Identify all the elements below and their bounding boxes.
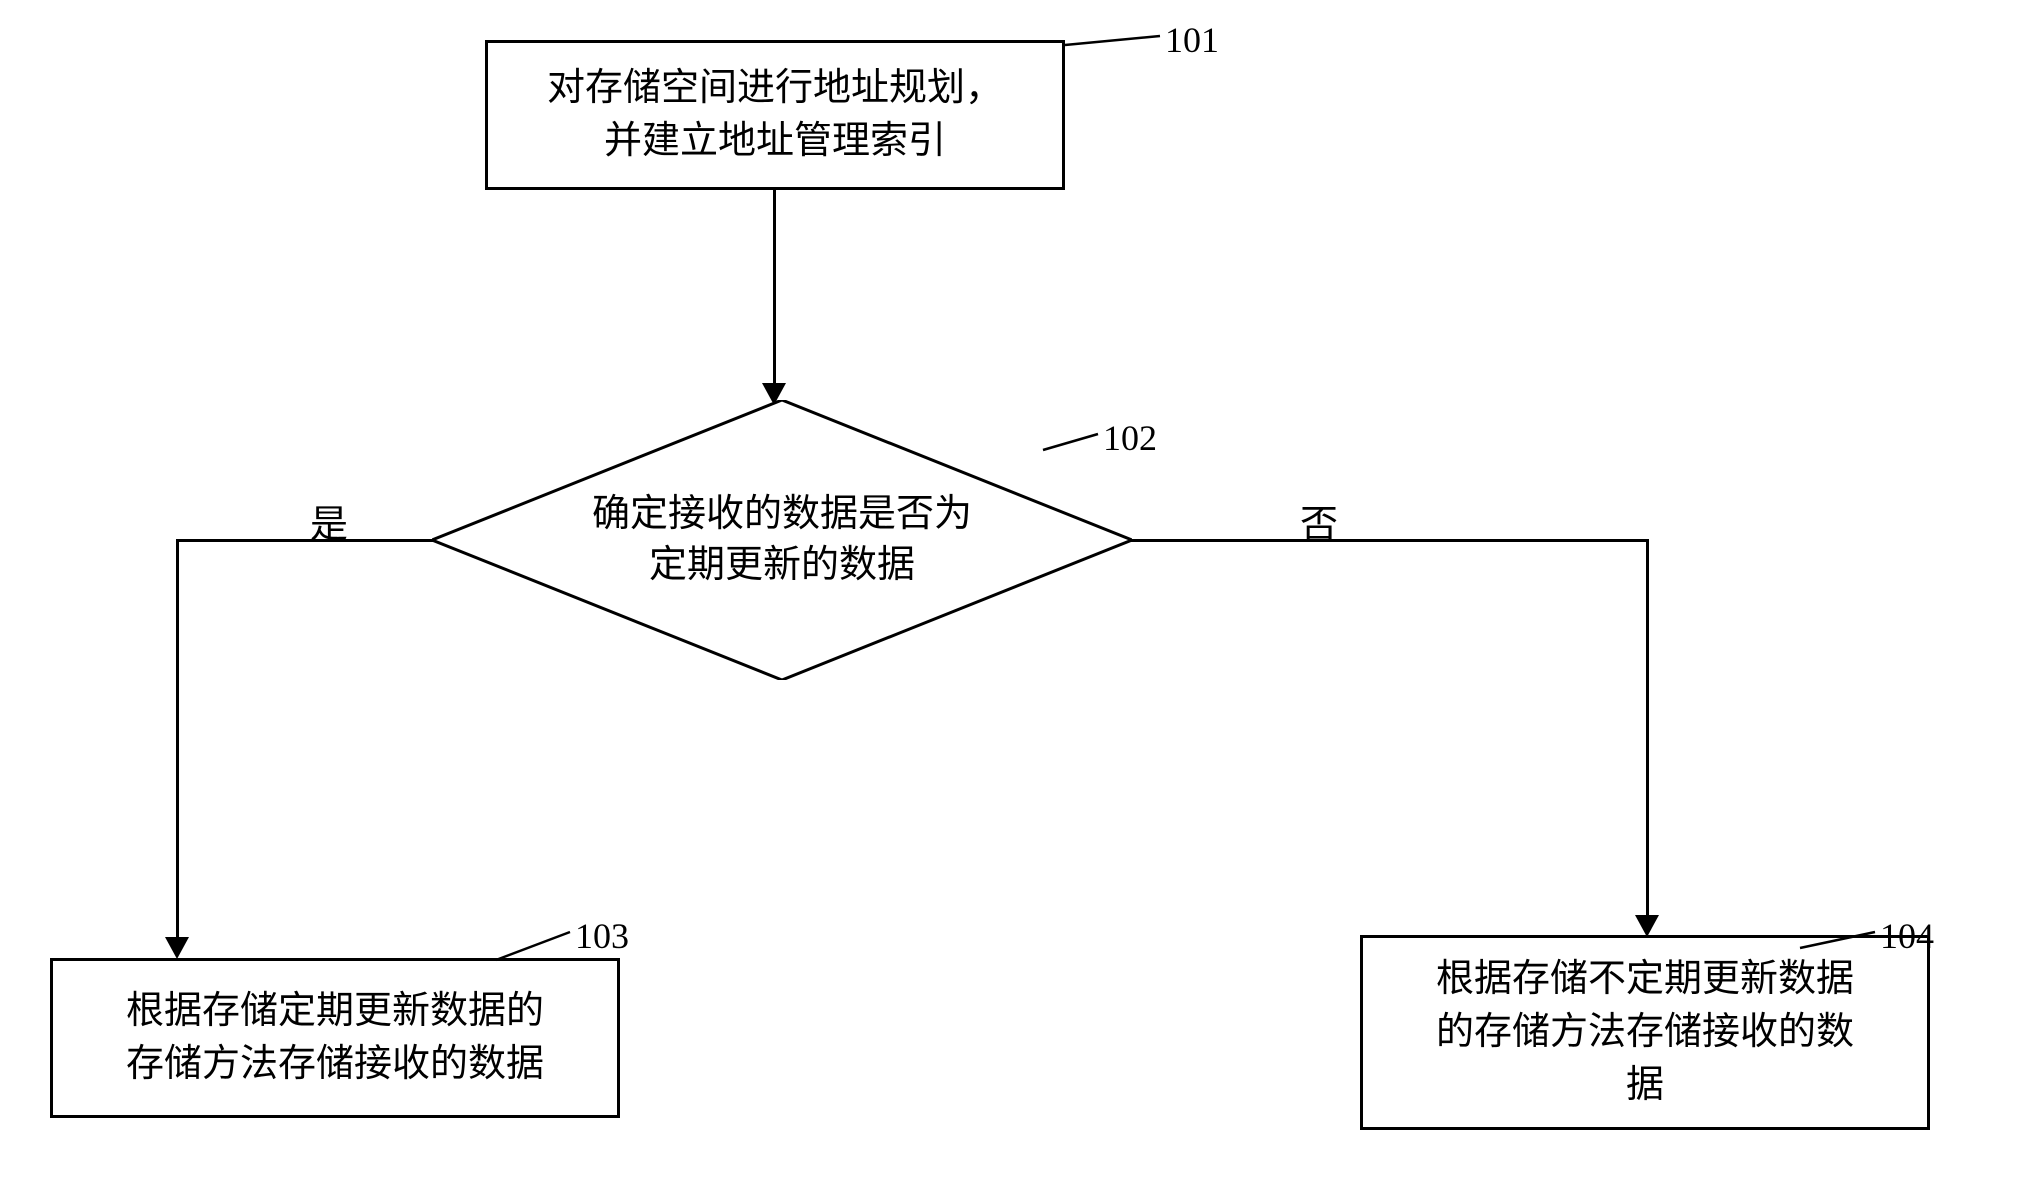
- arrow-102-to-103-h: [176, 539, 434, 542]
- process-box-104-text: 根据存储不定期更新数据 的存储方法存储接收的数 据: [1436, 953, 1854, 1113]
- node-label-102: 102: [1103, 420, 1157, 456]
- arrowhead-102-to-103: [165, 937, 189, 959]
- process-box-104: 根据存储不定期更新数据 的存储方法存储接收的数 据: [1360, 935, 1930, 1130]
- arrow-102-to-104-h: [1130, 539, 1649, 542]
- node-label-103: 103: [575, 918, 629, 954]
- node-label-104: 104: [1880, 918, 1934, 954]
- decision-diamond-102: 确定接收的数据是否为 定期更新的数据: [432, 400, 1132, 680]
- decision-diamond-102-text: 确定接收的数据是否为 定期更新的数据: [432, 400, 1132, 680]
- process-box-101-text: 对存储空间进行地址规划， 并建立地址管理索引: [547, 62, 1003, 168]
- process-box-103-text: 根据存储定期更新数据的 存储方法存储接收的数据: [126, 985, 544, 1091]
- arrow-102-to-104-v: [1646, 539, 1649, 917]
- process-box-101: 对存储空间进行地址规划， 并建立地址管理索引: [485, 40, 1065, 190]
- arrow-101-to-102: [773, 190, 776, 385]
- arrowhead-102-to-104: [1635, 915, 1659, 937]
- arrow-102-to-103-v: [176, 539, 179, 939]
- node-label-101: 101: [1165, 22, 1219, 58]
- process-box-103: 根据存储定期更新数据的 存储方法存储接收的数据: [50, 958, 620, 1118]
